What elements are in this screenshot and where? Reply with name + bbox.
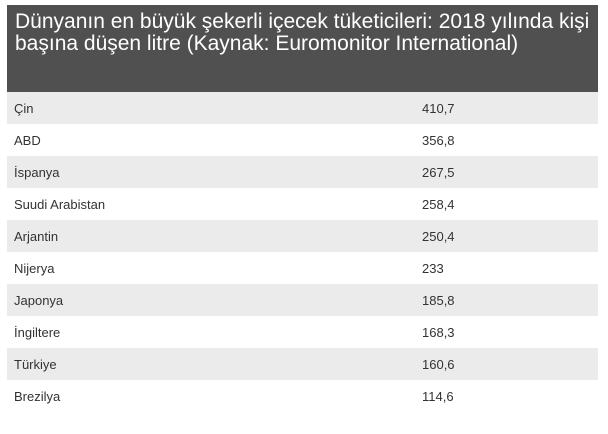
country-cell: İngiltere (14, 324, 61, 340)
table-row: Japonya 185,8 (7, 284, 598, 316)
country-cell: Brezilya (14, 388, 61, 404)
table-row: İspanya 267,5 (7, 156, 598, 188)
country-cell: Suudi Arabistan (14, 196, 106, 212)
table-row: Çin 410,7 (7, 92, 598, 124)
value-cell: 410,7 (422, 100, 455, 116)
country-cell: Arjantin (14, 228, 59, 244)
country-cell: ABD (14, 132, 41, 148)
value-cell: 160,6 (422, 356, 455, 372)
value-cell: 168,3 (422, 324, 455, 340)
value-cell: 250,4 (422, 228, 455, 244)
country-cell: Türkiye (14, 356, 57, 372)
value-cell: 267,5 (422, 164, 455, 180)
country-cell: Japonya (14, 292, 64, 308)
table-row: İngiltere 168,3 (7, 316, 598, 348)
data-table: Dünyanın en büyük şekerli içecek tüketic… (7, 5, 598, 412)
table-title: Dünyanın en büyük şekerli içecek tüketic… (7, 5, 598, 92)
value-cell: 258,4 (422, 196, 455, 212)
value-cell: 233 (422, 260, 444, 276)
country-cell: Nijerya (14, 260, 55, 276)
table-row: ABD 356,8 (7, 124, 598, 156)
value-cell: 114,6 (422, 388, 454, 404)
table-row: Brezilya 114,6 (7, 380, 598, 412)
country-cell: Çin (14, 100, 34, 116)
table-row: Türkiye 160,6 (7, 348, 598, 380)
country-cell: İspanya (14, 164, 60, 180)
table-body: Çin 410,7 ABD 356,8 İspanya 267,5 Suudi Arabis… (7, 92, 598, 412)
value-cell: 356,8 (422, 132, 455, 148)
value-cell: 185,8 (422, 292, 455, 308)
table-row: Suudi Arabistan 258,4 (7, 188, 598, 220)
table-row: Nijerya 233 (7, 252, 598, 284)
table-row: Arjantin 250,4 (7, 220, 598, 252)
